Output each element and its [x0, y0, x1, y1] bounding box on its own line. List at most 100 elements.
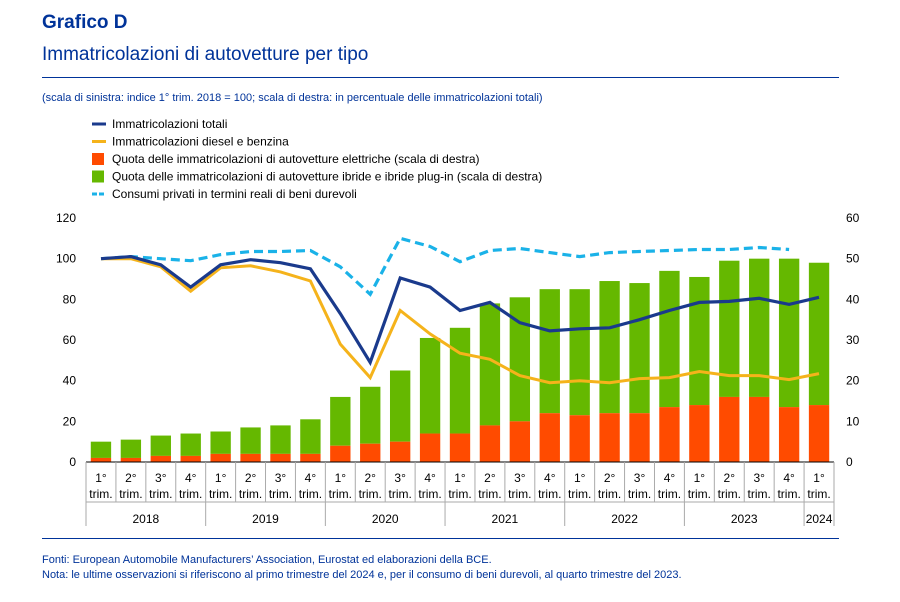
bar-hybrid-share [389, 370, 411, 442]
x-quarter-sublabel: trim. [239, 487, 262, 501]
y-right-tick-label: 60 [846, 211, 860, 225]
bar-hybrid-share [719, 260, 740, 397]
bar-electric-share [419, 433, 441, 462]
bar-electric-share [778, 407, 800, 462]
legend-label: Quota delle immatricolazioni di autovett… [112, 170, 542, 184]
x-quarter-sublabel: trim. [89, 487, 112, 501]
bar-hybrid-share [479, 303, 501, 426]
y-right-tick-label: 10 [846, 414, 860, 428]
legend-label: Consumi privati in termini reali di beni… [112, 187, 357, 201]
x-quarter-label: 3° [634, 471, 646, 485]
x-quarter-label: 1° [95, 471, 107, 485]
x-quarter-sublabel: trim. [628, 487, 651, 501]
bar-electric-share [180, 455, 201, 462]
bar-hybrid-share [240, 427, 261, 454]
bar-hybrid-share [210, 431, 231, 454]
x-quarter-label: 1° [813, 471, 825, 485]
x-quarter-label: 2° [245, 471, 257, 485]
y-right-tick-label: 50 [846, 252, 860, 266]
legend-swatch-bar [92, 170, 104, 183]
x-quarter-label: 4° [305, 471, 317, 485]
bar-hybrid-share [90, 441, 112, 458]
x-quarter-sublabel: trim. [359, 487, 382, 501]
x-quarter-label: 2° [724, 471, 736, 485]
bar-electric-share [90, 457, 112, 462]
bar-hybrid-share [360, 386, 381, 444]
bar-electric-share [479, 425, 501, 462]
legend-label: Quota delle immatricolazioni di autovett… [112, 152, 480, 166]
x-quarter-label: 4° [664, 471, 676, 485]
x-quarter-label: 2° [364, 471, 376, 485]
y-left-tick-label: 20 [63, 414, 77, 428]
bar-electric-share [689, 405, 710, 462]
x-quarter-sublabel: trim. [119, 487, 142, 501]
x-quarter-sublabel: trim. [149, 487, 172, 501]
footer: Fonti: European Automobile Manufacturers… [42, 553, 682, 583]
x-quarter-label: 3° [753, 471, 765, 485]
sources-note: Fonti: European Automobile Manufacturers… [42, 554, 492, 566]
scale-note: (scala di sinistra: indice 1° trim. 2018… [42, 92, 543, 104]
x-quarter-sublabel: trim. [807, 487, 830, 501]
x-quarter-label: 1° [694, 471, 706, 485]
legend-swatch-bar [92, 153, 104, 165]
x-quarter-sublabel: trim. [538, 487, 561, 501]
bar-hybrid-share [539, 289, 560, 414]
x-quarter-sublabel: trim. [508, 487, 531, 501]
legend-label: Immatricolazioni diesel e benzina [112, 135, 289, 149]
top-divider [42, 77, 839, 78]
x-quarter-sublabel: trim. [388, 487, 411, 501]
x-quarter-label: 1° [454, 471, 466, 485]
x-year-label: 2021 [492, 512, 519, 526]
bar-electric-share [120, 457, 142, 462]
y-left-tick-label: 120 [56, 211, 76, 225]
x-year-label: 2019 [252, 512, 279, 526]
x-quarter-sublabel: trim. [568, 487, 591, 501]
x-quarter-label: 4° [544, 471, 556, 485]
x-quarter-sublabel: trim. [658, 487, 681, 501]
x-quarter-sublabel: trim. [209, 487, 232, 501]
x-year-label: 2018 [132, 512, 159, 526]
y-left-tick-label: 60 [63, 333, 77, 347]
chart-title: Grafico D [42, 12, 128, 33]
footnote: Nota: le ultime osservazioni si riferisc… [42, 569, 682, 581]
x-quarter-label: 1° [335, 471, 347, 485]
bar-electric-share [210, 453, 231, 462]
x-year-label: 2020 [372, 512, 399, 526]
y-left-tick-label: 80 [63, 292, 77, 306]
bar-electric-share [360, 443, 381, 462]
x-quarter-sublabel: trim. [269, 487, 292, 501]
bar-hybrid-share [419, 337, 441, 434]
bar-hybrid-share [300, 419, 321, 454]
bar-electric-share [509, 421, 531, 462]
x-quarter-sublabel: trim. [179, 487, 202, 501]
bar-hybrid-share [629, 283, 650, 414]
bar-electric-share [599, 413, 620, 462]
bar-electric-share [449, 433, 471, 462]
x-quarter-sublabel: trim. [418, 487, 441, 501]
line-durable-consumption [100, 236, 790, 297]
bar-hybrid-share [749, 258, 770, 397]
x-quarter-sublabel: trim. [329, 487, 352, 501]
x-quarter-label: 1° [215, 471, 227, 485]
bar-hybrid-share [150, 435, 171, 456]
x-quarter-label: 3° [155, 471, 167, 485]
x-quarter-label: 2° [484, 471, 496, 485]
bar-electric-share [569, 415, 590, 462]
x-quarter-label: 2° [125, 471, 137, 485]
bar-electric-share [270, 453, 291, 462]
bar-electric-share [389, 441, 411, 462]
bar-electric-share [539, 413, 560, 462]
x-quarter-sublabel: trim. [688, 487, 711, 501]
x-quarter-label: 3° [514, 471, 526, 485]
x-quarter-label: 2° [604, 471, 616, 485]
x-year-label: 2023 [731, 512, 758, 526]
x-quarter-sublabel: trim. [718, 487, 741, 501]
bar-electric-share [300, 453, 321, 462]
line-diesel-petrol [101, 257, 820, 385]
x-quarter-label: 1° [574, 471, 586, 485]
bar-electric-share [719, 396, 740, 462]
bar-hybrid-share [689, 276, 710, 406]
x-quarter-sublabel: trim. [598, 487, 621, 501]
bar-hybrid-share [808, 262, 830, 406]
bar-hybrid-share [509, 297, 531, 422]
